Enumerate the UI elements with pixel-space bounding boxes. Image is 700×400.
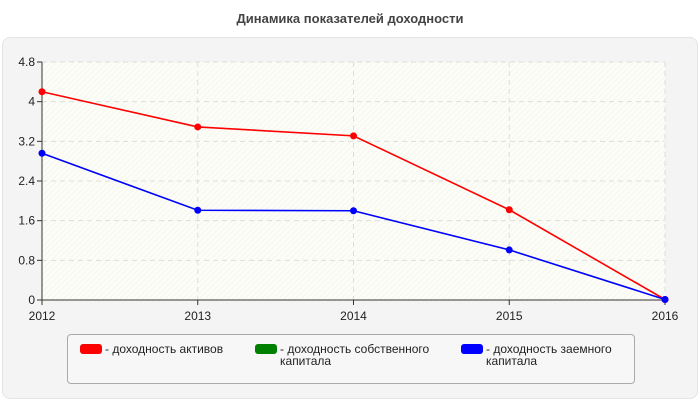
x-tick-label: 2013 [184,309,211,323]
data-point-2 [38,149,46,157]
legend-label-equity: - доходность собственного капитала [280,342,430,368]
y-tick-label: 0.8 [18,253,35,267]
y-tick-label: 2.4 [18,174,35,188]
data-point-0 [194,123,202,131]
data-point-2 [661,296,669,304]
data-point-0 [350,132,357,140]
y-tick-label: 4 [28,95,35,109]
legend-label-assets: - доходность активов [105,342,224,356]
legend-swatch-debt [461,344,483,354]
y-tick-label: 3.2 [18,134,35,148]
data-point-0 [505,206,513,214]
data-point-2 [350,207,357,215]
y-tick-label: 0 [28,293,35,307]
x-tick-label: 2012 [29,309,56,323]
chart-title: Динамика показателей доходности [236,11,464,26]
x-tick-label: 2014 [340,309,367,323]
legend-label-debt: - доходность заемного капитала [486,342,612,368]
y-tick-label: 4.8 [18,55,35,69]
data-point-2 [194,206,202,214]
legend: - доходность активов - доходность собств… [67,334,635,384]
legend-swatch-assets [80,344,102,354]
data-point-2 [505,246,513,254]
legend-swatch-equity [255,344,277,354]
x-tick-label: 2015 [496,309,523,323]
y-tick-label: 1.6 [18,214,35,228]
x-tick-label: 2016 [652,309,679,323]
data-point-0 [38,88,46,96]
